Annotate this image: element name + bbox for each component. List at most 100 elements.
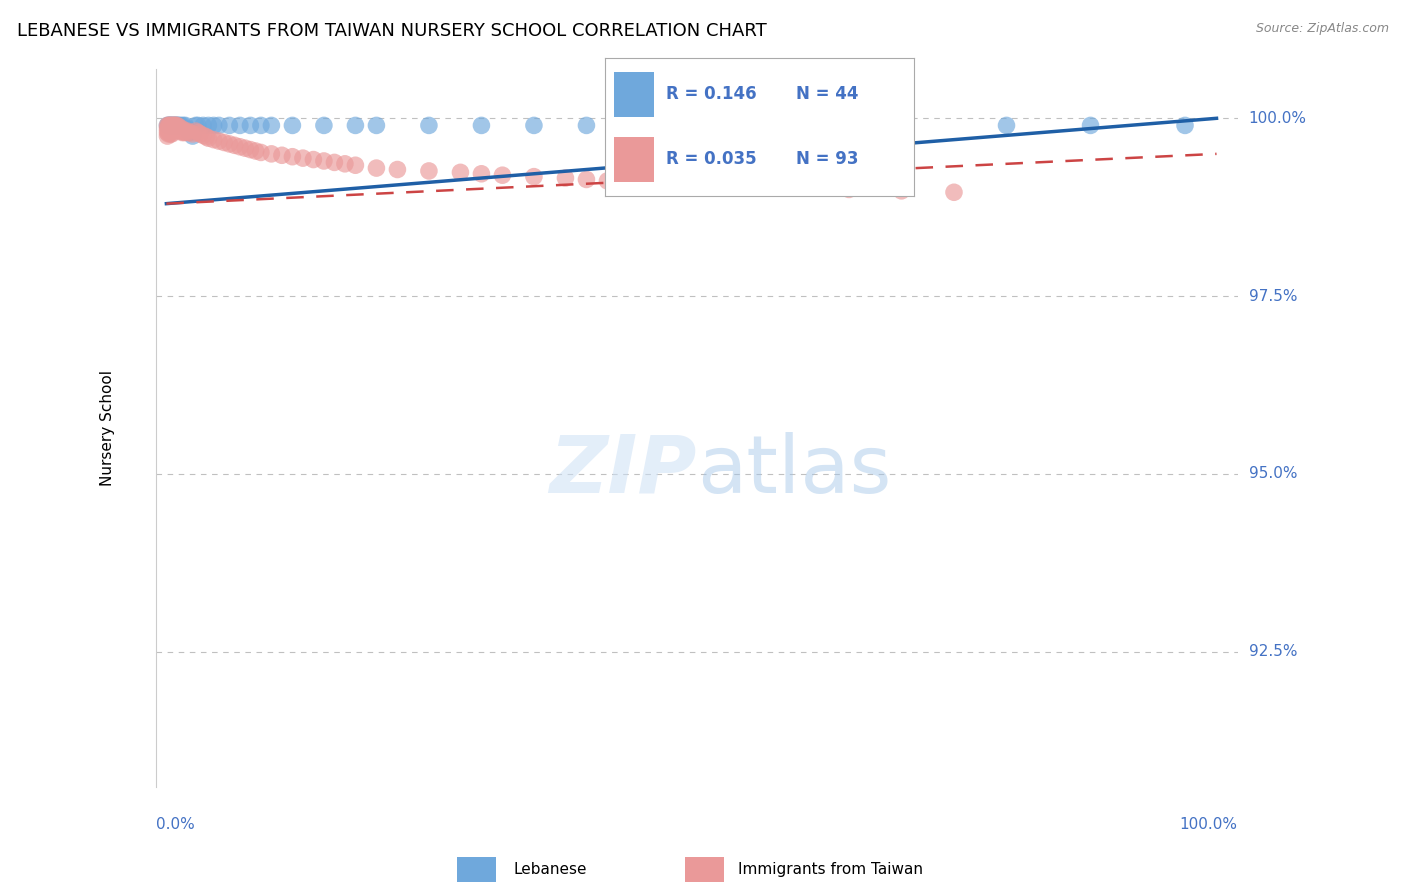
- Point: [159, 122, 181, 136]
- Point: [195, 129, 218, 144]
- Point: [170, 119, 193, 133]
- Point: [159, 119, 181, 133]
- Point: [208, 119, 231, 133]
- Point: [218, 136, 240, 151]
- Point: [323, 155, 346, 169]
- Text: 95.0%: 95.0%: [1249, 467, 1298, 482]
- Point: [187, 126, 209, 140]
- Point: [197, 131, 219, 145]
- Point: [596, 174, 619, 188]
- Text: Immigrants from Taiwan: Immigrants from Taiwan: [738, 863, 924, 877]
- Point: [163, 119, 186, 133]
- Point: [470, 167, 492, 181]
- Point: [163, 119, 186, 133]
- Point: [172, 124, 194, 138]
- Point: [165, 119, 187, 133]
- Point: [260, 119, 283, 133]
- Point: [191, 119, 214, 133]
- Point: [166, 122, 188, 136]
- Point: [159, 126, 181, 140]
- Point: [157, 124, 180, 138]
- Point: [208, 134, 231, 148]
- Point: [271, 148, 294, 162]
- Point: [160, 120, 183, 134]
- Point: [167, 122, 190, 136]
- Point: [163, 119, 186, 133]
- Point: [163, 120, 186, 135]
- Point: [197, 119, 219, 133]
- Point: [681, 178, 703, 193]
- Text: 100.0%: 100.0%: [1249, 111, 1306, 126]
- Text: Nursery School: Nursery School: [100, 369, 115, 485]
- Point: [523, 119, 546, 133]
- Point: [366, 161, 388, 175]
- Point: [167, 119, 190, 133]
- Point: [157, 119, 180, 133]
- Point: [181, 129, 204, 144]
- Point: [157, 120, 180, 134]
- Point: [681, 119, 703, 133]
- Point: [554, 171, 576, 186]
- Text: Lebanese: Lebanese: [513, 863, 586, 877]
- Text: R = 0.146: R = 0.146: [666, 85, 756, 103]
- Point: [184, 124, 207, 138]
- Point: [157, 127, 180, 141]
- Point: [169, 124, 191, 138]
- Point: [162, 124, 184, 138]
- Text: R = 0.035: R = 0.035: [666, 150, 756, 168]
- Point: [302, 153, 325, 167]
- Point: [1080, 119, 1102, 133]
- Point: [575, 119, 598, 133]
- Point: [627, 175, 650, 189]
- Point: [344, 119, 367, 133]
- Point: [890, 184, 912, 198]
- Point: [156, 126, 179, 140]
- Text: 100.0%: 100.0%: [1180, 817, 1237, 832]
- Point: [163, 123, 186, 137]
- Point: [157, 122, 180, 136]
- Point: [239, 143, 262, 157]
- Point: [218, 119, 240, 133]
- Point: [224, 138, 246, 153]
- Point: [366, 119, 388, 133]
- Point: [165, 121, 187, 136]
- Point: [160, 122, 183, 136]
- Point: [156, 119, 179, 133]
- Text: N = 44: N = 44: [796, 85, 859, 103]
- Point: [1174, 119, 1197, 133]
- Point: [162, 119, 184, 133]
- Point: [491, 168, 513, 182]
- Point: [166, 120, 188, 135]
- Point: [165, 119, 187, 133]
- Point: [191, 128, 214, 143]
- FancyBboxPatch shape: [614, 71, 654, 118]
- Text: LEBANESE VS IMMIGRANTS FROM TAIWAN NURSERY SCHOOL CORRELATION CHART: LEBANESE VS IMMIGRANTS FROM TAIWAN NURSE…: [17, 22, 766, 40]
- Point: [174, 119, 197, 133]
- Point: [159, 120, 181, 135]
- Text: Source: ZipAtlas.com: Source: ZipAtlas.com: [1256, 22, 1389, 36]
- Point: [418, 164, 440, 178]
- Point: [291, 151, 314, 165]
- Point: [174, 124, 197, 138]
- Point: [333, 157, 356, 171]
- Point: [838, 182, 860, 196]
- Point: [250, 119, 273, 133]
- Point: [387, 162, 409, 177]
- Text: 0.0%: 0.0%: [156, 817, 194, 832]
- Point: [167, 122, 190, 136]
- Point: [159, 127, 181, 141]
- Point: [233, 141, 256, 155]
- Point: [838, 119, 860, 133]
- Point: [733, 179, 755, 194]
- FancyBboxPatch shape: [614, 136, 654, 183]
- Point: [418, 119, 440, 133]
- Point: [160, 124, 183, 138]
- Point: [160, 119, 183, 133]
- Point: [281, 119, 304, 133]
- Point: [176, 124, 198, 138]
- Point: [312, 119, 335, 133]
- Point: [157, 119, 180, 133]
- Point: [184, 119, 207, 133]
- Text: N = 93: N = 93: [796, 150, 859, 168]
- Point: [890, 119, 912, 133]
